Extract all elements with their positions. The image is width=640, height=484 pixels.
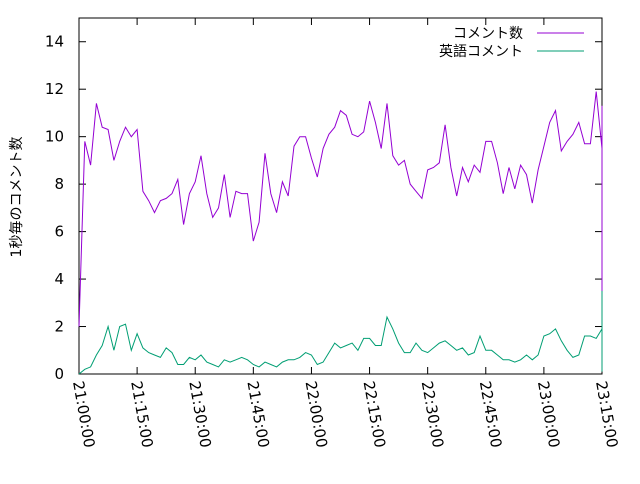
legend-label: コメント数 [453, 26, 523, 42]
x-tick-label: 21:00:00 [69, 380, 98, 449]
x-tick-label: 23:15:00 [592, 380, 621, 449]
y-tick-label: 2 [54, 318, 64, 336]
x-tick-label: 23:00:00 [534, 380, 563, 449]
x-tick-label: 21:15:00 [127, 380, 156, 449]
series-line-2 [78, 290, 603, 375]
y-tick-label: 4 [54, 270, 64, 288]
y-tick-label: 6 [54, 223, 64, 241]
x-tick-label: 22:45:00 [476, 380, 505, 449]
y-tick-label: 0 [54, 365, 64, 383]
x-tick-label: 22:00:00 [302, 380, 331, 449]
y-axis-label: 1秒毎のコメント数 [9, 137, 25, 258]
x-tick-label: 22:15:00 [360, 380, 389, 449]
y-tick-label: 14 [45, 33, 64, 51]
y-tick-label: 8 [54, 175, 64, 193]
y-tick-label: 10 [45, 128, 64, 146]
series-line-1 [78, 91, 603, 351]
plot-border [78, 17, 603, 375]
x-tick-label: 22:30:00 [418, 380, 447, 449]
y-tick-label: 12 [45, 80, 64, 98]
x-tick-label: 21:45:00 [243, 380, 272, 449]
legend-label: 英語コメント [439, 43, 523, 60]
x-tick-label: 21:30:00 [185, 380, 214, 449]
